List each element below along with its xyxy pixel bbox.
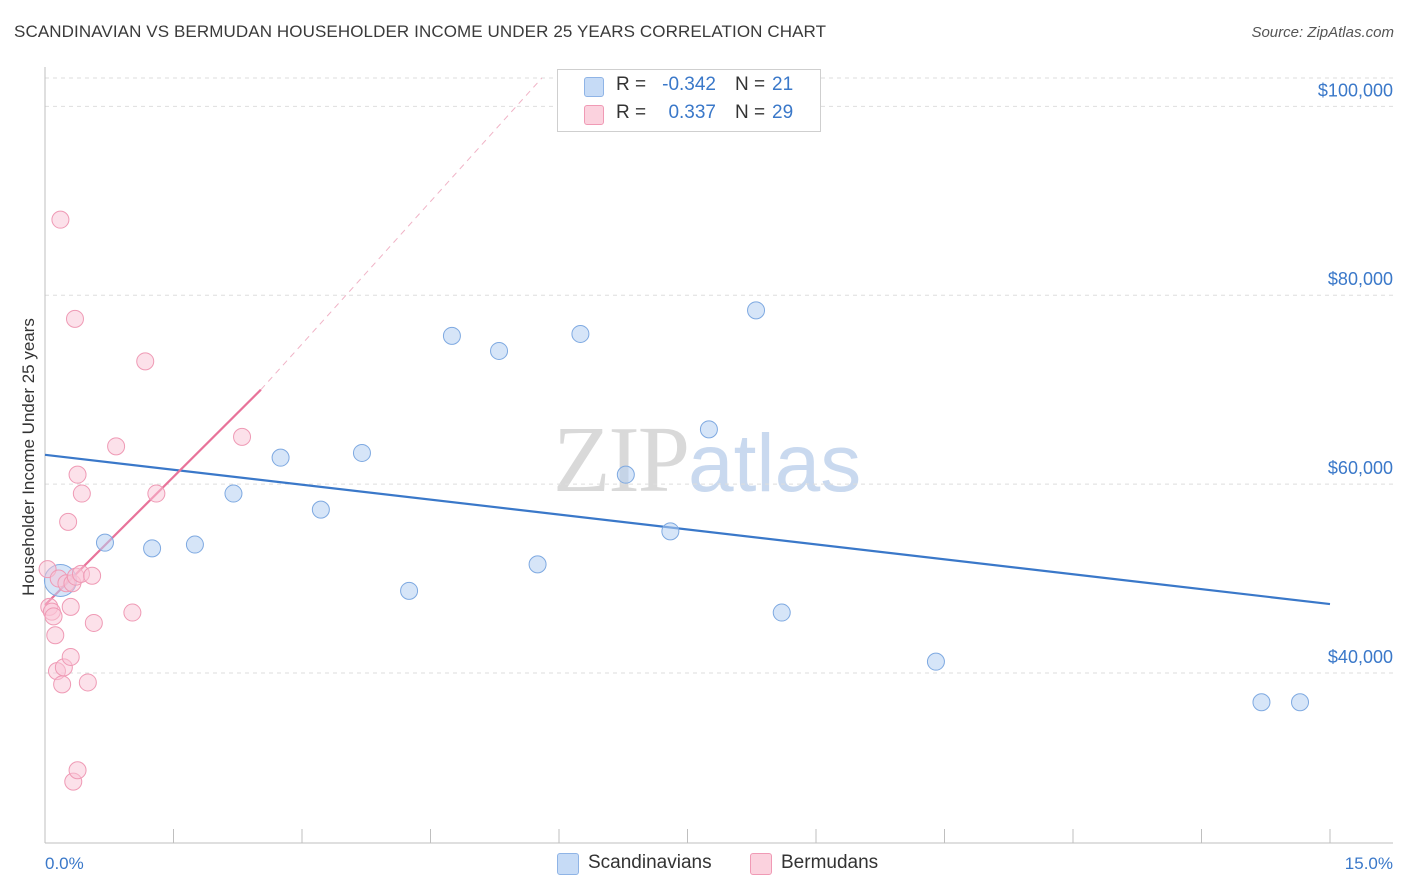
scandinavian-point (185, 535, 204, 554)
scandinavians-legend-label: Scandinavians (588, 852, 712, 873)
scandinavian-point (143, 539, 162, 558)
bermudan-point (123, 603, 142, 622)
trend-extension (260, 77, 543, 391)
n-value: 21 (772, 74, 794, 95)
correlation-legend: R = -0.342 N = 21 R = 0.337 N = 29 (557, 69, 821, 132)
scandinavian-point (1291, 693, 1310, 712)
bermudan-point (68, 465, 87, 484)
bermudan-point (83, 566, 102, 585)
bermudan-point (46, 626, 65, 645)
r-label: R = (616, 102, 647, 123)
y-tick-label: $80,000 (1328, 269, 1393, 289)
scandinavian-point (926, 652, 945, 671)
scandinavian-point (1252, 693, 1271, 712)
scandinavian-point (442, 326, 461, 345)
scandinavian-point (271, 448, 290, 467)
bermudans-legend-label: Bermudans (781, 852, 879, 873)
x-tick-label-max: 15.0% (1345, 854, 1393, 873)
axes (44, 67, 1393, 844)
watermark-zip: ZIP (553, 408, 690, 512)
r-label: R = (616, 74, 647, 95)
y-axis-label: Householder Income Under 25 years (19, 318, 38, 596)
bermudan-point (72, 484, 91, 503)
bermudans-swatch (584, 105, 604, 125)
y-tick-label: $100,000 (1318, 80, 1393, 100)
chart-title: SCANDINAVIAN VS BERMUDAN HOUSEHOLDER INC… (14, 22, 827, 41)
n-label: N = (735, 102, 766, 123)
bermudan-point (147, 484, 166, 503)
y-tick-label: $40,000 (1328, 647, 1393, 667)
scandinavian-point (661, 522, 680, 541)
n-value: 29 (772, 102, 794, 123)
source-label: Source: ZipAtlas.com (1251, 24, 1394, 41)
scandinavian-point (224, 484, 243, 503)
bermudan-point (233, 427, 252, 446)
data-points (38, 210, 1310, 791)
scandinavian-point (699, 420, 718, 439)
scandinavian-point (571, 324, 590, 343)
bermudan-point (53, 675, 72, 694)
bermudan-point (61, 647, 80, 666)
trend-line (44, 453, 1331, 606)
scandinavians-swatch (584, 77, 604, 97)
trend-lines (44, 77, 1331, 606)
bermudan-point (78, 673, 97, 692)
scandinavians-legend-swatch (557, 853, 579, 875)
n-label: N = (735, 74, 766, 95)
scandinavian-point (772, 603, 791, 622)
scandinavian-point (747, 301, 766, 320)
scandinavian-point (616, 465, 635, 484)
scandinavian-point (95, 533, 114, 552)
bermudan-point (51, 210, 70, 229)
bermudan-point (107, 437, 126, 456)
bermudan-point (59, 512, 78, 531)
y-tick-label: $60,000 (1328, 458, 1393, 478)
bermudans-legend-swatch (750, 853, 772, 875)
bermudan-point (61, 597, 80, 616)
tick-labels: $40,000 $60,000 $80,000 $100,000 0.0% 15.0% (45, 80, 1393, 873)
bermudan-point (65, 309, 84, 328)
scandinavian-point (490, 341, 509, 360)
scandinavian-point (528, 555, 547, 574)
scandinavian-point (311, 500, 330, 519)
bermudan-point (136, 352, 155, 371)
r-value: 0.337 (668, 102, 716, 123)
scandinavian-point (352, 443, 371, 462)
grid-lines (45, 77, 1393, 674)
bermudan-point (44, 607, 63, 626)
bermudan-point (84, 613, 103, 632)
bermudan-point (68, 761, 87, 780)
x-tick-label-min: 0.0% (45, 854, 84, 873)
r-value: -0.342 (662, 74, 716, 95)
scandinavian-point (400, 581, 419, 600)
